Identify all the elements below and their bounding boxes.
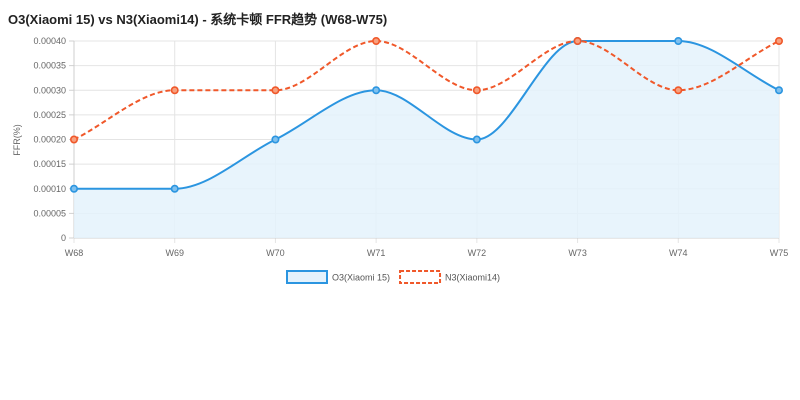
data-point-0[interactable] <box>674 36 683 45</box>
x-tick-label: W72 <box>468 248 487 258</box>
data-point-1[interactable] <box>674 86 683 95</box>
y-tick-label: 0.00025 <box>33 110 66 120</box>
data-point-1[interactable] <box>372 36 381 45</box>
data-point-0[interactable] <box>472 135 481 144</box>
legend-swatch-1[interactable] <box>399 270 442 284</box>
y-tick-label: 0.00005 <box>33 208 66 218</box>
x-tick-label: W68 <box>65 248 84 258</box>
data-point-1[interactable] <box>271 86 280 95</box>
data-point-1[interactable] <box>573 36 582 45</box>
legend: O3(Xiaomi 15) N3(Xiaomi14) <box>286 270 500 284</box>
x-tick-label: W74 <box>669 248 688 258</box>
area-fills <box>74 41 779 238</box>
y-axis-ticks: 0 0.00005 0.00010 0.00015 0.00020 0.00025 0.00… <box>33 36 66 243</box>
x-tick-label: W70 <box>266 248 285 258</box>
data-point-1[interactable] <box>170 86 179 95</box>
x-axis-ticks: W68 W69 W70 W71 W72 W73 W74 W75 <box>65 248 789 258</box>
data-point-1[interactable] <box>472 86 481 95</box>
x-tick-label: W71 <box>367 248 386 258</box>
legend-label-1[interactable]: N3(Xiaomi14) <box>445 273 500 283</box>
data-point-0[interactable] <box>170 184 179 193</box>
series-line-0 <box>74 39 780 190</box>
y-tick-label: 0.00010 <box>33 184 66 194</box>
data-point-0[interactable] <box>774 86 783 95</box>
series-line-1 <box>73 39 780 141</box>
series-lines <box>73 39 780 190</box>
y-tick-label: 0 <box>61 233 66 243</box>
x-tick-label: W73 <box>568 248 587 258</box>
x-tick-label: W75 <box>770 248 789 258</box>
data-point-0[interactable] <box>372 86 381 95</box>
y-tick-label: 0.00035 <box>33 61 66 71</box>
y-tick-label: 0.00030 <box>33 85 66 95</box>
data-point-0[interactable] <box>271 135 280 144</box>
data-point-1[interactable] <box>70 135 79 144</box>
legend-swatch-0[interactable] <box>286 270 328 284</box>
y-tick-label: 0.00015 <box>33 159 66 169</box>
y-tick-label: 0.00040 <box>33 36 66 46</box>
y-axis-title: FFR(%) <box>12 124 22 156</box>
y-tick-label: 0.00020 <box>33 135 66 145</box>
data-points <box>70 36 783 193</box>
data-point-0[interactable] <box>70 184 79 193</box>
data-point-1[interactable] <box>774 36 783 45</box>
legend-label-0[interactable]: O3(Xiaomi 15) <box>332 273 390 283</box>
x-tick-label: W69 <box>165 248 184 258</box>
series-area-0 <box>74 41 779 238</box>
chart-title: O3(Xiaomi 15) vs N3(Xiaomi14) - 系统卡顿 FFR… <box>8 12 388 27</box>
